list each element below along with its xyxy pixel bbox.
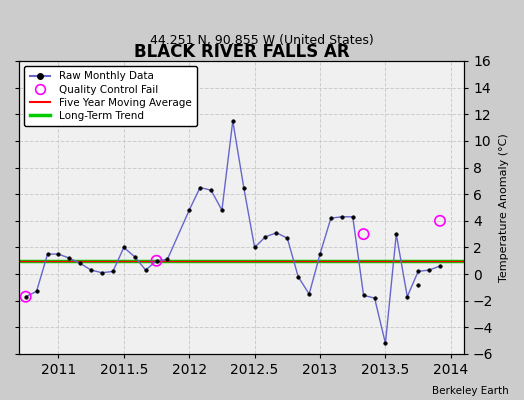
- Raw Monthly Data: [55, 252, 61, 256]
- Raw Monthly Data: [66, 256, 72, 260]
- Raw Monthly Data: [186, 208, 192, 212]
- Legend: Raw Monthly Data, Quality Control Fail, Five Year Moving Average, Long-Term Tren: Raw Monthly Data, Quality Control Fail, …: [25, 66, 196, 126]
- Raw Monthly Data: [263, 234, 269, 239]
- Raw Monthly Data: [350, 214, 356, 219]
- Raw Monthly Data: [437, 264, 443, 268]
- Raw Monthly Data: [230, 118, 236, 123]
- Raw Monthly Data: [154, 258, 160, 263]
- Raw Monthly Data: [274, 230, 280, 235]
- Raw Monthly Data: [143, 268, 149, 272]
- Raw Monthly Data: [132, 254, 138, 259]
- Quality Control Fail: [21, 294, 30, 300]
- Title: BLACK RIVER FALLS AR: BLACK RIVER FALLS AR: [134, 43, 350, 61]
- Text: Berkeley Earth: Berkeley Earth: [432, 386, 508, 396]
- Raw Monthly Data: [99, 270, 105, 275]
- Raw Monthly Data: [306, 292, 312, 296]
- Raw Monthly Data: [317, 252, 323, 256]
- Raw Monthly Data: [121, 245, 127, 250]
- Raw Monthly Data: [164, 257, 170, 262]
- Raw Monthly Data: [219, 208, 225, 212]
- Raw Monthly Data: [88, 268, 94, 272]
- Raw Monthly Data: [361, 293, 367, 298]
- Y-axis label: Temperature Anomaly (°C): Temperature Anomaly (°C): [499, 133, 509, 282]
- Quality Control Fail: [359, 231, 368, 237]
- Raw Monthly Data: [383, 341, 389, 346]
- Raw Monthly Data: [77, 261, 83, 266]
- Raw Monthly Data: [295, 274, 301, 279]
- Raw Monthly Data: [208, 188, 214, 192]
- Line: Raw Monthly Data: Raw Monthly Data: [24, 119, 442, 345]
- Raw Monthly Data: [45, 252, 51, 256]
- Raw Monthly Data: [284, 236, 290, 240]
- Raw Monthly Data: [252, 245, 258, 250]
- Raw Monthly Data: [328, 216, 334, 220]
- Raw Monthly Data: [415, 269, 421, 274]
- Text: 44.251 N, 90.855 W (United States): 44.251 N, 90.855 W (United States): [150, 34, 374, 47]
- Raw Monthly Data: [339, 214, 345, 219]
- Raw Monthly Data: [241, 185, 247, 190]
- Raw Monthly Data: [110, 269, 116, 274]
- Quality Control Fail: [152, 258, 161, 264]
- Quality Control Fail: [436, 218, 444, 224]
- Raw Monthly Data: [34, 289, 40, 294]
- Raw Monthly Data: [23, 294, 29, 299]
- Raw Monthly Data: [393, 232, 399, 236]
- Raw Monthly Data: [372, 296, 378, 300]
- Raw Monthly Data: [404, 294, 410, 299]
- Raw Monthly Data: [197, 185, 203, 190]
- Raw Monthly Data: [426, 268, 432, 272]
